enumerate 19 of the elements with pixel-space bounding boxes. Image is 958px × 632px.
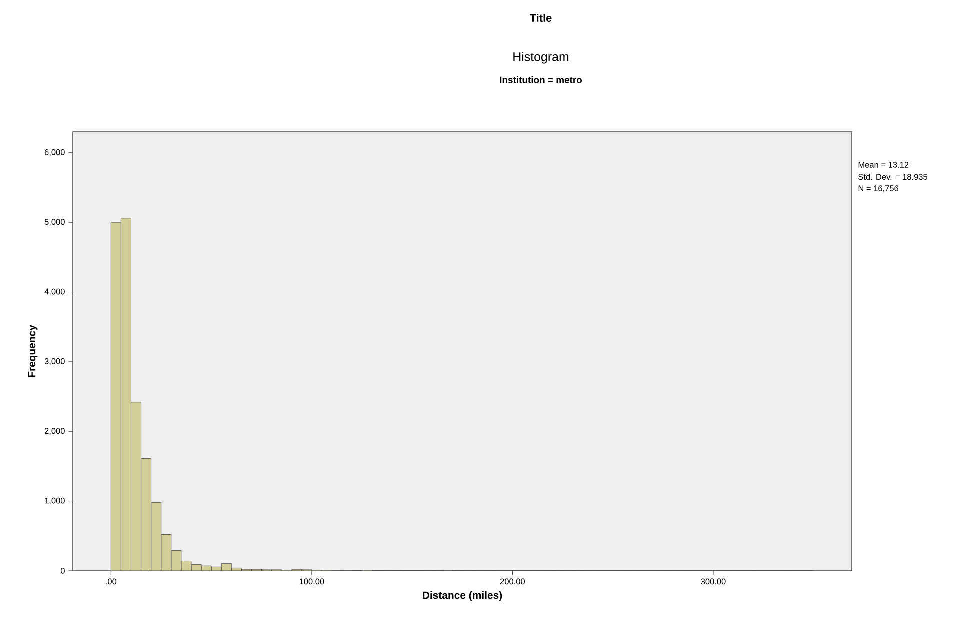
x-tick-label: 100.00 bbox=[300, 578, 324, 585]
y-tick-label: 5,000 bbox=[44, 219, 65, 226]
text: N = 16,756 bbox=[858, 186, 899, 192]
x-tick-label: 200.00 bbox=[500, 578, 526, 585]
chart-subtitle: Institution = metro bbox=[500, 76, 582, 84]
y-tick-label: 2,000 bbox=[44, 428, 65, 436]
y-tick-label: 4,000 bbox=[44, 288, 65, 296]
y-tick-label: 3,000 bbox=[44, 358, 65, 366]
x-axis-title: Distance (miles) bbox=[423, 591, 502, 602]
y-tick-label: 6,000 bbox=[44, 149, 65, 156]
text: Mean = 13.12 bbox=[858, 162, 909, 168]
y-tick-label: 1,000 bbox=[45, 498, 65, 505]
text: Title bbox=[530, 14, 552, 22]
x-tick-label: 300.00 bbox=[701, 578, 726, 585]
x-tick-label: .00 bbox=[106, 578, 117, 585]
chart-title: Histogram bbox=[514, 52, 569, 64]
y-tick-label: 0 bbox=[60, 568, 65, 574]
y-axis-title: Frequency bbox=[28, 325, 38, 378]
text: Std. Dev. = 18.935 bbox=[858, 174, 928, 180]
